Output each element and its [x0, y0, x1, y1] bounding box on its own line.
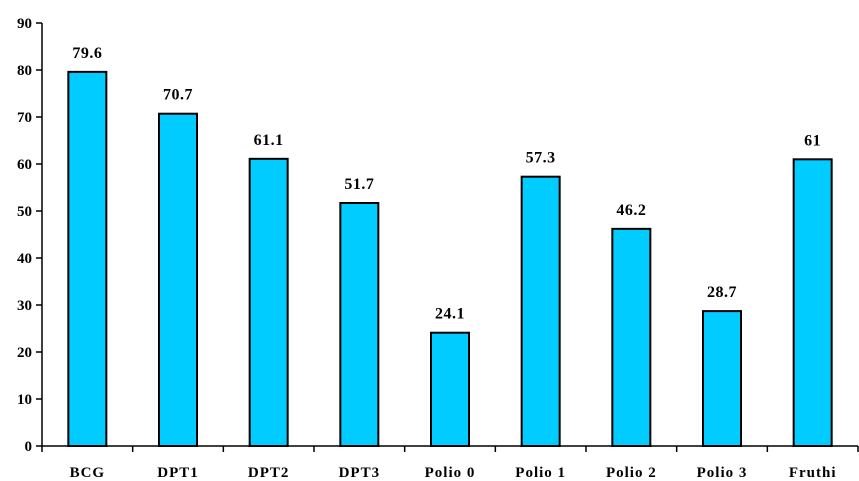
y-tick-label: 40	[17, 251, 32, 267]
bar-bcg	[67, 70, 108, 447]
data-label: 24.1	[435, 306, 465, 323]
x-tick-label: DPT2	[248, 465, 290, 481]
bar-polio-3	[702, 310, 742, 447]
y-tick-label: 10	[17, 392, 32, 408]
bar-polio-1	[520, 175, 561, 447]
x-tick-label: DPT1	[157, 465, 199, 481]
y-tick-label: 90	[17, 16, 32, 32]
bar-polio-2	[611, 227, 652, 447]
data-label: 79.6	[72, 45, 102, 62]
y-tick-label: 50	[17, 204, 32, 220]
y-tick-label: 70	[17, 110, 32, 126]
x-tick-label: DPT3	[339, 465, 381, 481]
bar-dpt1	[158, 112, 198, 448]
x-tick-label: Polio 0	[425, 465, 476, 481]
data-label: 61	[804, 132, 821, 149]
x-tick-label: Polio 2	[606, 465, 657, 481]
x-tick-label: Polio 3	[697, 465, 748, 481]
bar-dpt2	[248, 157, 289, 448]
bar-fruthi	[792, 158, 833, 448]
data-label: 70.7	[163, 87, 193, 104]
x-tick-label: Fruthi	[789, 465, 837, 481]
data-label: 28.7	[707, 284, 737, 301]
x-tick-label: Polio 1	[515, 465, 566, 481]
data-label: 46.2	[616, 202, 646, 219]
y-tick-label: 0	[25, 439, 33, 455]
data-label: 57.3	[526, 150, 556, 167]
y-tick-label: 30	[17, 298, 32, 314]
bar-dpt3	[339, 202, 380, 447]
y-tick-label: 80	[17, 63, 32, 79]
y-tick-label: 60	[17, 157, 32, 173]
data-label: 51.7	[344, 176, 374, 193]
bar-polio-0	[430, 331, 470, 448]
data-label: 61.1	[254, 132, 284, 149]
x-tick-label: BCG	[70, 465, 106, 481]
y-tick-label: 20	[17, 345, 32, 361]
